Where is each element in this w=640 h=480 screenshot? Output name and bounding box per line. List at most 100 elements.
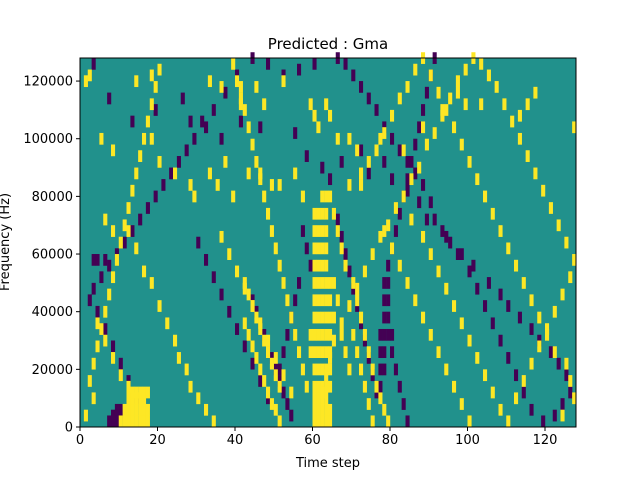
heatmap-cell-low <box>293 127 298 139</box>
heatmap-cell-high <box>316 346 321 359</box>
heatmap-cell-high <box>99 323 104 335</box>
heatmap-cell-high <box>335 294 340 307</box>
y-axis: 0 20000 40000 60000 80000 100000 120000 <box>23 75 80 436</box>
heatmap-cell-high <box>335 225 340 237</box>
heatmap-cell-high <box>463 63 468 76</box>
heatmap-cell-high <box>312 415 317 428</box>
heatmap-cell-high <box>428 69 433 82</box>
heatmap-cell-high <box>320 386 325 399</box>
heatmap-cell-low <box>378 380 383 393</box>
heatmap-cell-high <box>436 86 441 99</box>
heatmap-cell-high <box>405 277 410 289</box>
heatmap-cell-high <box>359 167 364 180</box>
heatmap-cell-low <box>293 294 298 307</box>
heatmap-cell-high <box>374 380 379 393</box>
heatmap-cell-high <box>312 109 317 122</box>
heatmap-cell-high <box>145 386 150 399</box>
heatmap-cell-high <box>514 259 519 272</box>
heatmap-cell-low <box>204 121 209 134</box>
heatmap-cell-high <box>258 317 263 330</box>
heatmap-cell-high <box>479 98 484 111</box>
y-tick-label: 80000 <box>32 190 73 205</box>
heatmap-cell-low <box>103 254 108 266</box>
heatmap-cell-low <box>107 415 112 428</box>
heatmap-cell-high <box>432 127 437 139</box>
heatmap-cell-high <box>378 230 383 243</box>
heatmap-cell-high <box>250 138 255 151</box>
heatmap-cell-high <box>320 346 325 359</box>
heatmap-cell-high <box>83 409 88 422</box>
y-tick-label: 120000 <box>23 75 73 90</box>
heatmap-cell-high <box>262 375 267 387</box>
heatmap-cell-high <box>289 386 294 399</box>
heatmap-cell-low <box>130 225 135 237</box>
heatmap-cell-high <box>347 132 352 145</box>
heatmap-cell-high <box>459 138 464 151</box>
heatmap-cell-high <box>324 380 329 393</box>
heatmap-cell-low <box>405 184 410 197</box>
heatmap-cell-low <box>304 150 309 162</box>
heatmap-cell-low <box>235 323 240 335</box>
heatmap-cell-high <box>316 380 321 393</box>
heatmap-cell-high <box>572 392 577 405</box>
heatmap-cell-high <box>320 311 325 324</box>
heatmap-cell-low <box>351 69 356 82</box>
heatmap-cell-high <box>304 380 309 393</box>
heatmap-cell-high <box>339 317 344 330</box>
heatmap-cell-high <box>324 259 329 272</box>
heatmap-cell-high <box>157 63 162 76</box>
heatmap-cell-high <box>134 403 139 416</box>
heatmap-cell-high <box>126 380 131 393</box>
heatmap-cell-high <box>312 277 317 289</box>
heatmap-cell-high <box>320 328 325 341</box>
heatmap-cell-high <box>308 328 313 341</box>
heatmap-cell-low <box>552 409 557 422</box>
heatmap-cell-high <box>316 207 321 220</box>
heatmap-cell-high <box>370 248 375 260</box>
heatmap-cell-high <box>95 340 100 353</box>
heatmap-cell-high <box>204 403 209 416</box>
heatmap-cell-high <box>111 352 116 364</box>
heatmap-cell-high <box>312 363 317 376</box>
heatmap-cell-low <box>366 167 371 180</box>
heatmap-cell-high <box>525 98 530 111</box>
heatmap-cell-low <box>343 248 348 260</box>
heatmap-cell-high <box>107 288 112 301</box>
heatmap-cell-low <box>506 352 511 364</box>
heatmap-cell-low <box>196 236 201 249</box>
heatmap-cell-high <box>324 346 329 359</box>
heatmap-cell-high <box>316 225 321 237</box>
heatmap-cell-high <box>328 415 333 428</box>
heatmap-cell-high <box>324 369 329 382</box>
heatmap-cell-high <box>130 415 135 428</box>
heatmap-cell-high <box>262 334 267 347</box>
heatmap-cell-high <box>324 98 329 111</box>
heatmap-cell-high <box>273 369 278 382</box>
heatmap-cell-high <box>269 398 274 410</box>
heatmap-cell-high <box>316 328 321 341</box>
plot-frame <box>79 57 577 428</box>
heatmap-cell-high <box>126 415 131 428</box>
heatmap-cell-high <box>188 179 193 191</box>
heatmap-cell-high <box>254 352 259 364</box>
heatmap-cell-high <box>134 75 139 88</box>
heatmap-cell-high <box>262 98 267 111</box>
heatmap-cell-high <box>355 294 360 307</box>
y-tick-label: 60000 <box>32 248 73 263</box>
heatmap-cell-low <box>95 305 100 318</box>
heatmap-cell-high <box>312 294 317 307</box>
heatmap-cell-high <box>409 213 414 226</box>
heatmap-cell-low <box>111 409 116 422</box>
heatmap-cell-high <box>320 225 325 237</box>
heatmap-cell-high <box>258 363 263 376</box>
heatmap-cell-low <box>335 213 340 226</box>
heatmap-cell-high <box>331 311 336 324</box>
heatmap-cell-high <box>134 386 139 399</box>
heatmap-cell-low <box>111 340 116 353</box>
heatmap-cell-high <box>320 294 325 307</box>
heatmap-cell-low <box>390 346 395 359</box>
heatmap-cell-high <box>293 328 298 341</box>
heatmap-cell-high <box>289 311 294 324</box>
heatmap-cell-low <box>204 254 209 266</box>
heatmap-cell-high <box>502 98 507 111</box>
